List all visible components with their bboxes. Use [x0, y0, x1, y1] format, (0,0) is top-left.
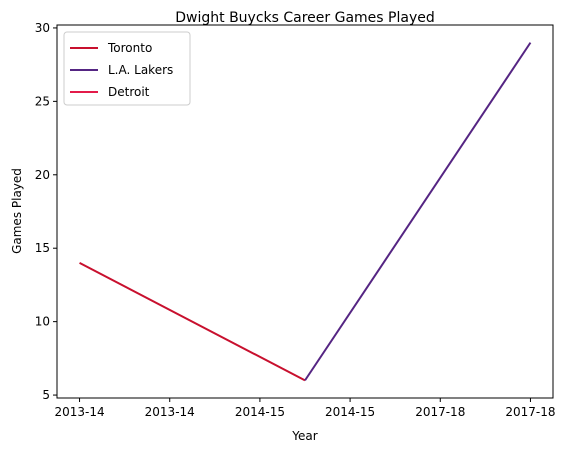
- y-tick-label: 25: [35, 94, 50, 108]
- x-axis-label: Year: [291, 429, 317, 443]
- x-tick-label: 2013-14: [145, 405, 195, 419]
- plot-area: [56, 24, 554, 399]
- y-tick-label: 15: [35, 241, 50, 255]
- y-tick-label: 20: [35, 168, 50, 182]
- x-tick-label: 2017-18: [415, 405, 465, 419]
- y-tick-label: 5: [42, 388, 50, 402]
- series-line-toronto: [79, 262, 306, 382]
- legend: Toronto L.A. Lakers Detroit: [63, 31, 191, 106]
- y-axis: 5 10 15 20 25 30: [35, 21, 57, 402]
- legend-label: Detroit: [108, 85, 150, 99]
- x-tick-label: 2014-15: [325, 405, 375, 419]
- series-line-l-a-lakers: [304, 42, 532, 381]
- x-tick-label: 2014-15: [235, 405, 285, 419]
- legend-label: Toronto: [107, 41, 152, 55]
- y-tick-label: 30: [35, 21, 50, 35]
- x-tick-label: 2013-14: [54, 405, 104, 419]
- x-axis: 2013-14 2013-14 2014-15 2014-15 2017-18 2017-…: [54, 398, 556, 419]
- x-tick-label: 2017-18: [505, 405, 555, 419]
- legend-label: L.A. Lakers: [108, 63, 173, 77]
- series-lines: [79, 42, 532, 382]
- y-axis-label: Games Played: [10, 168, 24, 254]
- y-tick-label: 10: [35, 315, 50, 329]
- chart-title: Dwight Buycks Career Games Played: [175, 10, 435, 26]
- legend-box: [63, 31, 191, 106]
